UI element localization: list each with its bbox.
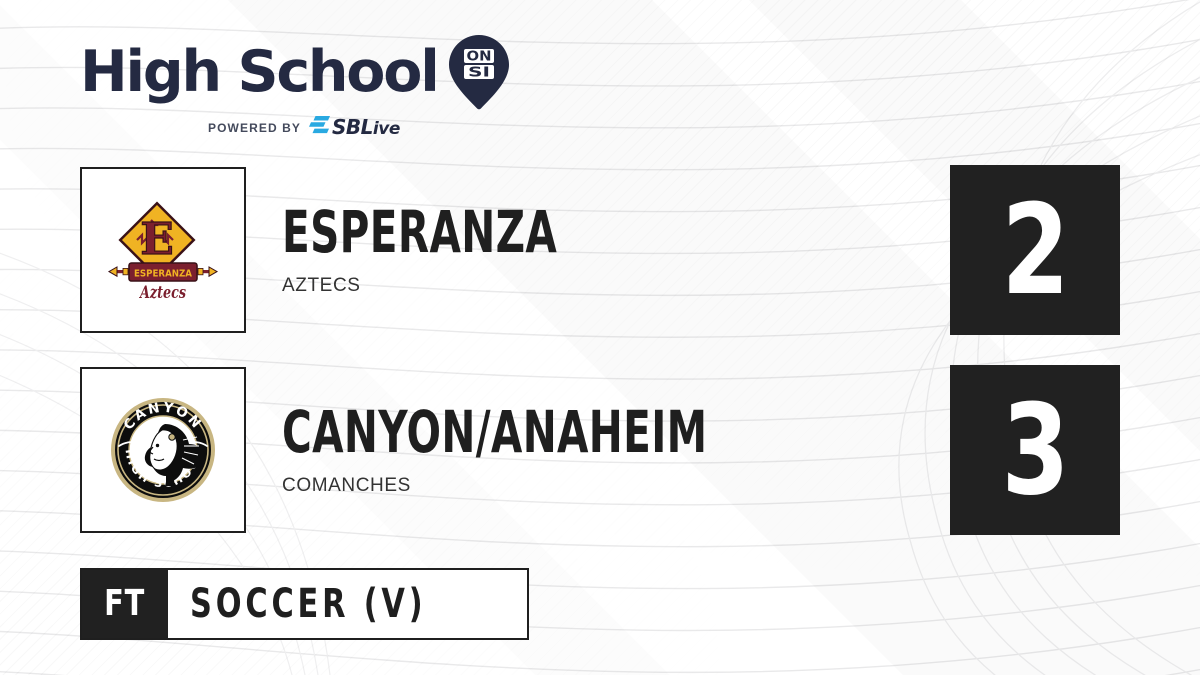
status-sport-label: SOCCER (V)	[190, 581, 427, 627]
team-name: ESPERANZA	[282, 198, 558, 266]
esperanza-monogram-text: E	[140, 214, 174, 265]
team-score-value: 2	[1001, 177, 1069, 323]
team-name: CANYON/ANAHEIM	[282, 398, 708, 466]
team-identity: CANYON/ANAHEIM COMANCHES	[282, 403, 950, 497]
on-si-pin-icon: ON SI	[448, 34, 510, 110]
on-si-badge-line2-text: SI	[468, 65, 490, 81]
team-row: CANYON HIGH SCHOOL	[80, 365, 1120, 535]
game-status-bar: FT SOCCER (V)	[80, 568, 530, 640]
canyon-high-school-comanches-seal-icon: CANYON HIGH SCHOOL	[103, 390, 223, 510]
esperanza-aztecs-crest-icon: E ESPER	[103, 190, 223, 310]
powered-by-row: POWERED BY SBLive	[80, 115, 510, 140]
team-score-box: 2	[950, 165, 1120, 335]
on-si-badge-line1-text: ON	[466, 49, 491, 65]
status-period-label: FT	[104, 583, 146, 624]
sblive-wordmark-lower: ive	[372, 119, 400, 139]
team-logo-box: CANYON HIGH SCHOOL	[80, 367, 246, 533]
team-score-box: 3	[950, 365, 1120, 535]
sblive-swoosh-icon	[308, 115, 331, 140]
team-score-value: 3	[1001, 377, 1069, 523]
sblive-logo: SBLive	[308, 115, 400, 140]
powered-by-label: POWERED BY	[208, 120, 302, 135]
sblive-wordmark-upper: SBL	[332, 115, 373, 139]
team-row: E ESPER	[80, 165, 1120, 335]
brand-lockup: High School ON SI POWERED BY	[80, 34, 510, 140]
status-period-block: FT	[82, 570, 168, 638]
team-mascot: COMANCHES	[282, 475, 411, 496]
brand-primary-row: High School ON SI	[80, 34, 510, 110]
team-mascot: AZTECS	[282, 275, 361, 296]
esperanza-mascot-script-text: Aztecs	[139, 283, 187, 303]
esperanza-banner-text: ESPERANZA	[134, 268, 192, 279]
sblive-wordmark: SBLive	[332, 117, 400, 138]
background-band-secondary	[502, 0, 1200, 675]
team-logo-box: E ESPER	[80, 167, 246, 333]
brand-wordmark: High School	[80, 38, 440, 105]
team-identity: ESPERANZA AZTECS	[282, 203, 950, 297]
status-sport-block: SOCCER (V)	[168, 570, 528, 638]
